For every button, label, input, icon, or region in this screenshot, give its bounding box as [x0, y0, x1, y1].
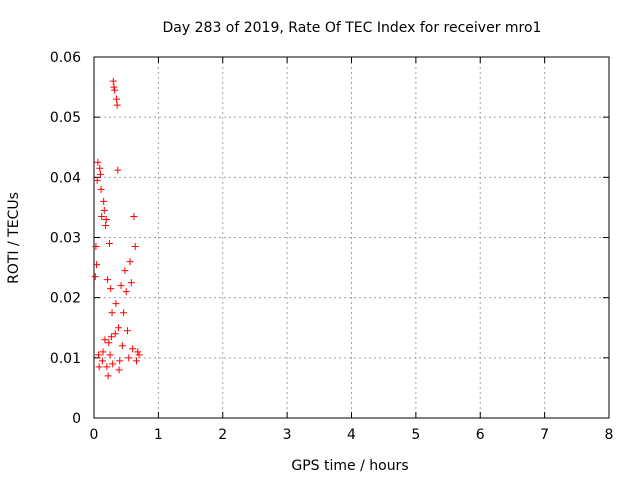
- data-point: [122, 288, 130, 296]
- x-tick-label: 6: [476, 427, 485, 443]
- data-point: [95, 363, 103, 371]
- data-point: [113, 101, 121, 109]
- data-point: [109, 77, 117, 85]
- data-point: [103, 363, 111, 371]
- data-point: [111, 330, 119, 338]
- data-point: [104, 276, 112, 284]
- data-point: [110, 83, 118, 91]
- data-point: [132, 357, 140, 365]
- data-point: [130, 212, 138, 220]
- data-point: [106, 351, 114, 359]
- chart-title: Day 283 of 2019, Rate Of TEC Index for r…: [163, 20, 542, 36]
- x-axis: 0 1 2 3 4 5 6 7 8: [90, 57, 614, 443]
- x-tick-label: 4: [347, 427, 356, 443]
- data-point: [118, 342, 126, 350]
- y-axis: 0 0.01 0.02 0.03 0.04 0.05 0.06: [50, 50, 609, 427]
- x-tick-label: 3: [283, 427, 292, 443]
- data-points: [91, 77, 143, 380]
- data-point: [93, 176, 101, 184]
- data-point: [107, 285, 115, 293]
- data-point: [96, 170, 104, 178]
- y-tick-label: 0.04: [50, 170, 81, 186]
- data-point: [108, 309, 116, 317]
- data-point: [91, 273, 99, 281]
- data-point: [112, 300, 120, 308]
- data-point: [105, 339, 113, 347]
- x-tick-label: 8: [605, 427, 614, 443]
- data-point: [100, 197, 108, 205]
- data-point: [107, 333, 115, 341]
- y-axis-label: ROTI / TECUs: [6, 192, 22, 284]
- data-point: [94, 158, 102, 166]
- data-point: [123, 327, 131, 335]
- data-point: [126, 258, 134, 266]
- y-tick-label: 0.02: [50, 291, 81, 307]
- data-point: [129, 345, 137, 353]
- data-point: [131, 243, 139, 251]
- x-tick-label: 0: [90, 427, 99, 443]
- y-tick-label: 0.01: [50, 351, 81, 367]
- data-point: [100, 206, 108, 214]
- data-point: [134, 348, 142, 356]
- data-point: [121, 267, 129, 275]
- data-point: [102, 221, 110, 229]
- y-tick-label: 0.06: [50, 50, 81, 66]
- data-point: [113, 95, 121, 103]
- y-tick-label: 0.05: [50, 110, 81, 126]
- data-point: [114, 166, 122, 174]
- data-point: [115, 366, 123, 374]
- x-tick-label: 2: [218, 427, 227, 443]
- data-point: [116, 357, 124, 365]
- data-point: [120, 309, 128, 317]
- x-tick-label: 5: [411, 427, 420, 443]
- data-point: [99, 348, 107, 356]
- data-point: [125, 354, 133, 362]
- data-point: [111, 86, 119, 94]
- x-tick-label: 1: [154, 427, 163, 443]
- data-point: [127, 279, 135, 287]
- data-point: [104, 372, 112, 380]
- data-point: [101, 336, 109, 344]
- data-point: [93, 261, 101, 269]
- data-point: [102, 215, 110, 223]
- x-tick-label: 7: [540, 427, 549, 443]
- data-point: [92, 243, 100, 251]
- data-point: [114, 324, 122, 332]
- data-point: [96, 164, 104, 172]
- data-point: [97, 185, 105, 193]
- data-point: [98, 212, 106, 220]
- data-point: [105, 240, 113, 248]
- x-axis-label: GPS time / hours: [291, 458, 408, 474]
- data-point: [117, 282, 125, 290]
- data-point: [135, 351, 143, 359]
- data-point: [109, 360, 117, 368]
- data-point: [95, 351, 103, 359]
- data-point: [98, 357, 106, 365]
- gridlines: [94, 57, 609, 418]
- y-tick-label: 0: [72, 411, 81, 427]
- y-tick-label: 0.03: [50, 231, 81, 247]
